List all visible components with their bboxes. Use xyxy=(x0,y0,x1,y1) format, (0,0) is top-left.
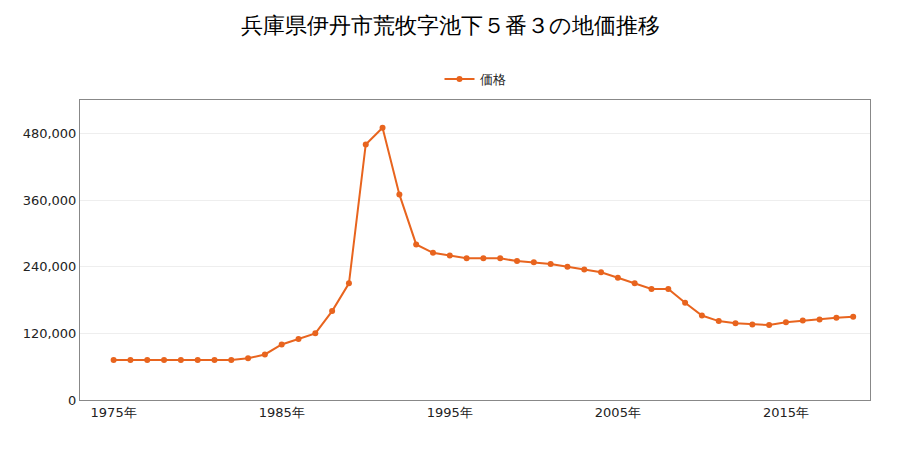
svg-text:0: 0 xyxy=(68,393,76,408)
svg-text:1975年: 1975年 xyxy=(91,405,137,420)
svg-text:2015年: 2015年 xyxy=(763,405,809,420)
svg-text:1985年: 1985年 xyxy=(259,405,305,420)
svg-text:2005年: 2005年 xyxy=(595,405,641,420)
svg-text:兵庫県伊丹市荒牧字池下５番３の地価推移: 兵庫県伊丹市荒牧字池下５番３の地価推移 xyxy=(241,13,660,38)
svg-text:120,000: 120,000 xyxy=(23,326,77,341)
svg-text:240,000: 240,000 xyxy=(23,259,77,274)
svg-text:480,000: 480,000 xyxy=(23,126,77,141)
svg-text:1995年: 1995年 xyxy=(427,405,473,420)
svg-text:価格: 価格 xyxy=(480,72,506,87)
svg-text:360,000: 360,000 xyxy=(23,193,77,208)
